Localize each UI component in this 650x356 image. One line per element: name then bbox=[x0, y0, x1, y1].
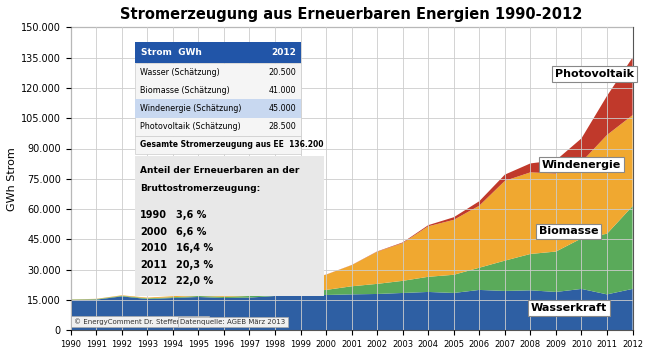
Text: Wasserkraft: Wasserkraft bbox=[530, 303, 607, 313]
Bar bbox=[135, 156, 324, 296]
Text: Bruttostromerzeugung:: Bruttostromerzeugung: bbox=[140, 184, 260, 193]
Text: Strom  GWh: Strom GWh bbox=[141, 48, 202, 57]
Text: 2012: 2012 bbox=[272, 48, 296, 57]
Text: 2012: 2012 bbox=[140, 276, 167, 286]
Text: 3,6 %: 3,6 % bbox=[176, 210, 206, 220]
Text: Anteil der Erneuerbaren an der: Anteil der Erneuerbaren an der bbox=[140, 166, 299, 174]
Text: 20,3 %: 20,3 % bbox=[176, 260, 213, 269]
Text: 2010: 2010 bbox=[140, 243, 167, 253]
Text: 45.000: 45.000 bbox=[269, 104, 296, 113]
Text: Photovoltaik: Photovoltaik bbox=[554, 69, 634, 79]
Text: 20.500: 20.500 bbox=[269, 68, 296, 77]
Bar bbox=[135, 136, 301, 154]
Text: 16,4 %: 16,4 % bbox=[176, 243, 213, 253]
Text: 41.000: 41.000 bbox=[269, 86, 296, 95]
Text: 2011: 2011 bbox=[140, 260, 167, 269]
Text: 6,6 %: 6,6 % bbox=[176, 227, 206, 237]
Text: Windenergie (Schätzung): Windenergie (Schätzung) bbox=[140, 104, 241, 113]
Text: Gesamte Stromerzeugung aus EE  136.200: Gesamte Stromerzeugung aus EE 136.200 bbox=[140, 140, 323, 150]
Text: Wasser (Schätzung): Wasser (Schätzung) bbox=[140, 68, 220, 77]
Text: Datenquelle: AGEB März 2013: Datenquelle: AGEB März 2013 bbox=[180, 319, 285, 325]
Text: 1990: 1990 bbox=[140, 210, 167, 220]
Bar bbox=[135, 99, 301, 117]
Text: 28.500: 28.500 bbox=[269, 122, 296, 131]
Text: Biomasse (Schätzung): Biomasse (Schätzung) bbox=[140, 86, 229, 95]
Text: 2000: 2000 bbox=[140, 227, 167, 237]
Y-axis label: GWh Strom: GWh Strom bbox=[7, 147, 17, 211]
Text: Photovoltaik (Schätzung): Photovoltaik (Schätzung) bbox=[140, 122, 240, 131]
Text: 22,0 %: 22,0 % bbox=[176, 276, 213, 286]
Text: © EnergyComment Dr. Steffen Bukold: © EnergyComment Dr. Steffen Bukold bbox=[73, 319, 207, 325]
Bar bbox=[135, 42, 301, 63]
Text: Windenergie: Windenergie bbox=[542, 159, 621, 170]
Text: Biomasse: Biomasse bbox=[539, 226, 599, 236]
Title: Stromerzeugung aus Erneuerbaren Energien 1990-2012: Stromerzeugung aus Erneuerbaren Energien… bbox=[120, 7, 583, 22]
Bar bbox=[135, 63, 301, 136]
